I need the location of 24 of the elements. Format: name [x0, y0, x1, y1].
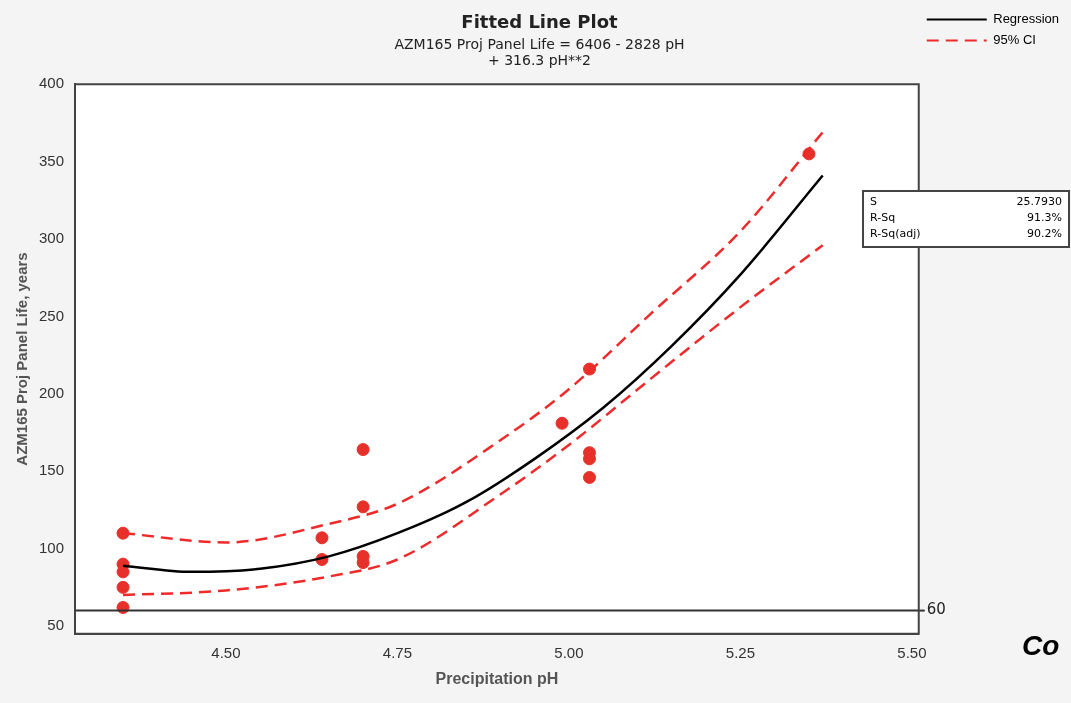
- y-tick-label: 400: [39, 74, 65, 92]
- ref-line-label: 60: [926, 600, 946, 619]
- text: Co: [1022, 630, 1060, 662]
- text: S 25.7930: [870, 195, 1062, 208]
- x-tick-label: 5.00: [554, 643, 584, 661]
- text: R-Sq(adj) 90.2%: [870, 227, 1062, 240]
- y-tick-label: 100: [39, 538, 65, 556]
- y-tick-label: 250: [39, 306, 65, 324]
- chart-subtitle: AZM165 Proj Panel Life = 6406 - 2828 pH + 316.3 pH**2: [394, 35, 685, 69]
- x-tick-label: 4.50: [211, 643, 241, 661]
- x-tick-label: 4.75: [382, 643, 413, 661]
- legend-label: 95% CI: [993, 32, 1036, 48]
- legend-label: Regression: [993, 11, 1060, 27]
- y-tick-label: 300: [39, 229, 65, 247]
- y-tick-label: 200: [39, 383, 65, 401]
- y-tick-label: 50: [47, 616, 65, 634]
- chart-title: Fitted Line Plot: [461, 11, 619, 33]
- y-tick-label: 350: [39, 151, 65, 169]
- x-tick-label: 5.25: [725, 643, 755, 661]
- y-tick-label: 150: [39, 461, 65, 479]
- x-tick-label: 5.50: [897, 643, 927, 661]
- text: R-Sq 91.3%: [870, 211, 1062, 224]
- x-axis-title: Precipitation pH: [435, 669, 559, 687]
- y-axis-title: AZM165 Proj Panel Life, years: [13, 252, 31, 466]
